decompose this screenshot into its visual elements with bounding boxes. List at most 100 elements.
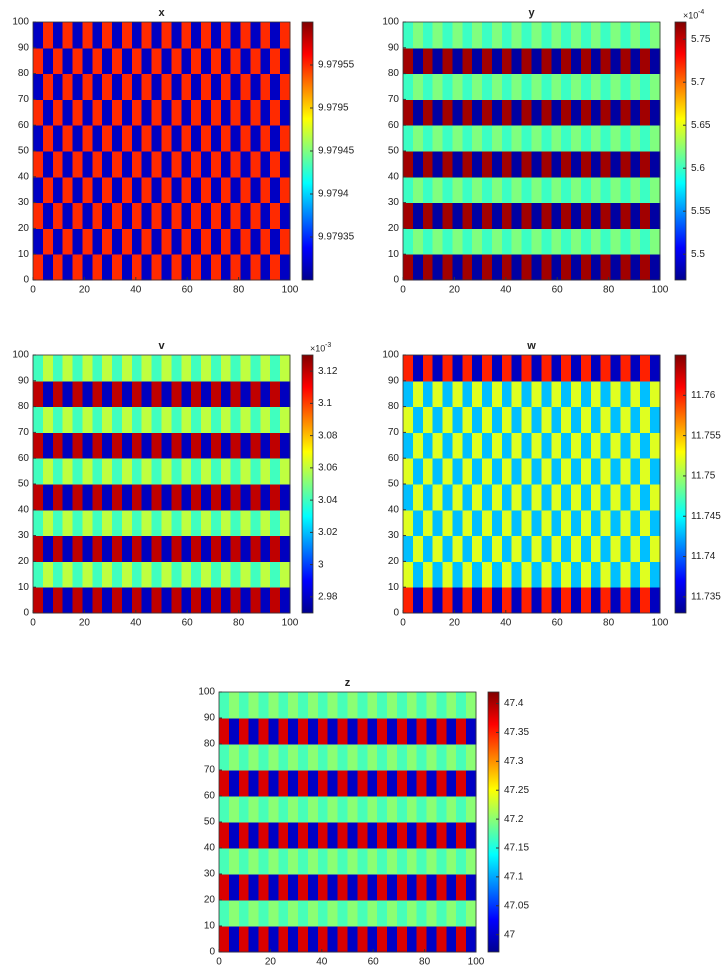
heatmap-cell [240, 47, 251, 75]
y-tick-label: 40 [18, 171, 30, 182]
heatmap-cell [250, 99, 261, 126]
heatmap-cell [347, 848, 358, 875]
heatmap-cell [298, 900, 309, 927]
heatmap-cell [630, 254, 641, 281]
heatmap-cell [181, 458, 192, 485]
heatmap-cell [367, 692, 378, 719]
heatmap-cell [551, 458, 562, 485]
colorbar [301, 354, 314, 614]
heatmap-cell [268, 744, 279, 771]
heatmap-cell [112, 202, 123, 229]
heatmap-cell [230, 47, 242, 75]
heatmap-cell [590, 176, 602, 204]
heatmap-cell [357, 822, 368, 849]
heatmap-cell [446, 874, 457, 901]
heatmap-cell [422, 355, 434, 382]
heatmap-cell [62, 380, 74, 408]
heatmap-cell [501, 458, 513, 485]
heatmap-cell [33, 22, 44, 49]
y-tick-label: 60 [388, 453, 400, 464]
heatmap-cell [610, 202, 621, 229]
heatmap-cell [422, 406, 434, 433]
heatmap-cell [491, 561, 503, 588]
heatmap-cell [491, 151, 503, 178]
heatmap-cell [472, 355, 483, 382]
heatmap-cell [412, 202, 424, 229]
heatmap-cell [121, 406, 133, 433]
heatmap-cell [260, 432, 271, 459]
heatmap-cell [210, 484, 222, 511]
heatmap-cell [422, 432, 434, 459]
heatmap-cell [82, 73, 93, 100]
heatmap-cell [82, 47, 93, 75]
heatmap-cell [102, 73, 113, 100]
heatmap-cell [590, 380, 602, 408]
heatmap-cell [630, 406, 641, 433]
heatmap-cell [377, 744, 388, 771]
heatmap-cell [650, 380, 661, 408]
heatmap-cell [571, 587, 582, 614]
heatmap-cell [462, 561, 473, 588]
heatmap-cell [42, 509, 54, 537]
heatmap-cell [201, 561, 212, 588]
heatmap-cell [422, 535, 434, 562]
heatmap-cell [403, 355, 414, 382]
x-tick-label: 100 [652, 285, 669, 296]
heatmap-cell [171, 406, 182, 433]
heatmap-cell [33, 355, 44, 382]
heatmap-cell [191, 484, 202, 511]
heatmap-cell [72, 73, 83, 100]
heatmap-cell [511, 176, 523, 204]
heatmap-cell [541, 355, 552, 382]
heatmap-cell [238, 848, 250, 875]
heatmap-cell [171, 535, 182, 562]
heatmap-cell [640, 73, 651, 100]
heatmap-cell [201, 484, 212, 511]
heatmap-cell [446, 692, 457, 719]
heatmap-cell [640, 406, 651, 433]
heatmap-cell [482, 432, 493, 459]
heatmap-cell [551, 176, 562, 204]
heatmap-cell [62, 176, 74, 204]
heatmap-cell [161, 458, 172, 485]
heatmap-cell [452, 509, 463, 537]
heatmap-cell [280, 484, 291, 511]
y-tick-label: 0 [393, 608, 399, 619]
heatmap-cell [387, 822, 398, 849]
heatmap-cell [422, 22, 434, 49]
heatmap-cell [462, 228, 473, 255]
heatmap-cell [240, 484, 251, 511]
heatmap-cell [260, 99, 271, 126]
heatmap-cell [220, 176, 232, 204]
heatmap-cell [102, 406, 113, 433]
heatmap-cell [531, 151, 542, 178]
heatmap-cell [102, 380, 113, 408]
heatmap-cell [600, 561, 612, 588]
heatmap-cell [501, 561, 513, 588]
heatmap-cell [432, 484, 444, 511]
heatmap-cell [571, 355, 582, 382]
heatmap-cell [531, 561, 542, 588]
heatmap-cell [551, 125, 562, 152]
heatmap-cell [426, 770, 437, 797]
heatmap-cell [580, 406, 592, 433]
colorbar-tick-label: 11.76 [691, 390, 716, 401]
heatmap-cell [452, 561, 463, 588]
heatmap-cell [462, 22, 473, 49]
heatmap-cell [82, 254, 93, 281]
heatmap-cell [219, 744, 230, 771]
heatmap-cell [491, 406, 503, 433]
heatmap-cell [278, 744, 289, 771]
heatmap-cell [82, 355, 93, 382]
heatmap-cell [141, 509, 153, 537]
heatmap-cell [436, 692, 447, 719]
heatmap-cell [171, 254, 182, 281]
heatmap-cell [327, 692, 339, 719]
x-tick-label: 0 [216, 957, 222, 968]
heatmap-cell [248, 718, 260, 745]
heatmap-cell [280, 99, 291, 126]
colorbar-tick-label: 11.74 [691, 551, 716, 562]
heatmap-cell [151, 458, 162, 485]
heatmap-cell [131, 535, 143, 562]
heatmap-cell [590, 254, 602, 281]
